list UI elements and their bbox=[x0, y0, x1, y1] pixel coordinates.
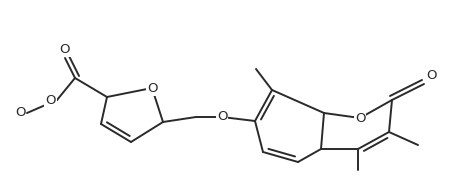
Text: O: O bbox=[147, 81, 157, 95]
Text: O: O bbox=[355, 112, 365, 124]
Text: O: O bbox=[60, 43, 70, 56]
Text: O: O bbox=[217, 111, 227, 124]
Text: O: O bbox=[15, 106, 25, 120]
Text: O: O bbox=[46, 93, 56, 106]
Text: O: O bbox=[426, 69, 436, 82]
